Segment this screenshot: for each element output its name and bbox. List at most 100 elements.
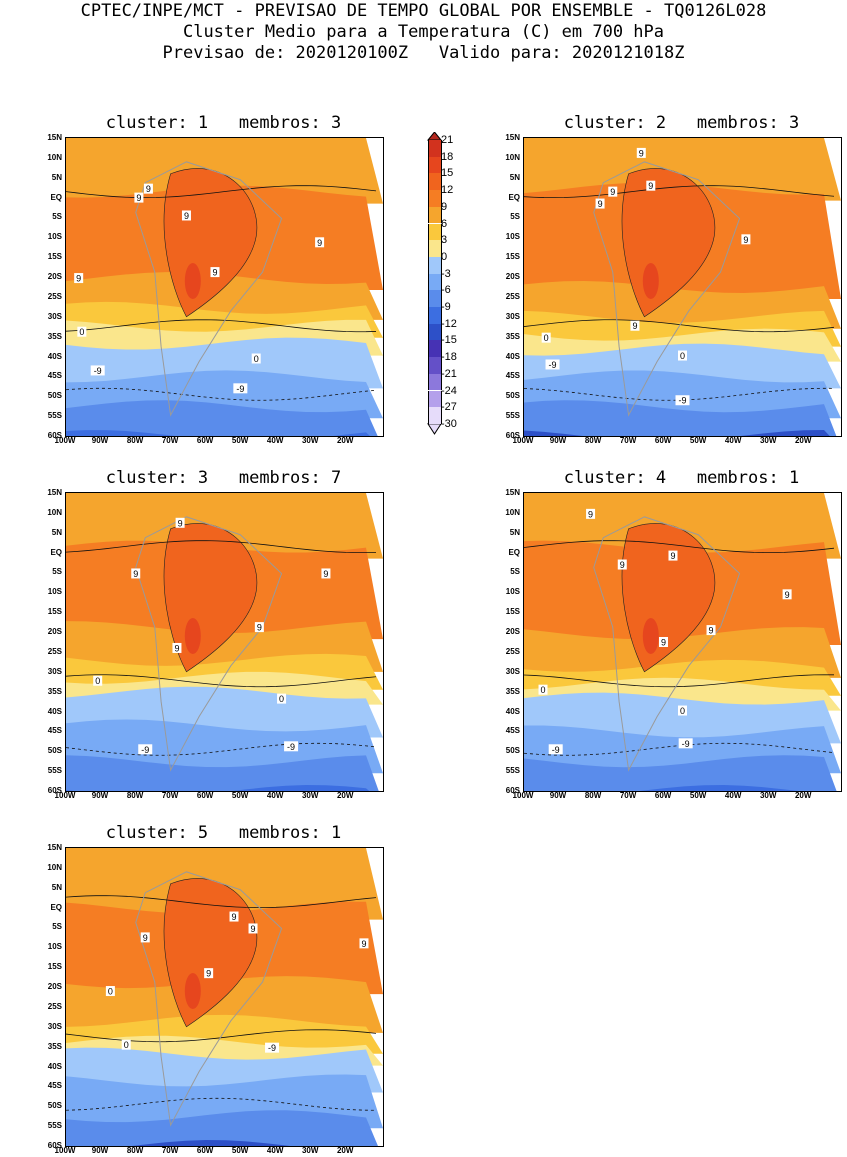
- panel-title: cluster: 1 membros: 3: [105, 113, 342, 133]
- coastline: [593, 516, 741, 772]
- svg-text:-9: -9: [549, 360, 557, 370]
- colorbar-label: -27: [441, 401, 457, 414]
- contour-label: 0: [541, 332, 551, 343]
- lon-tick-label: 50W: [689, 436, 707, 445]
- warm-core-center: [642, 618, 659, 655]
- svg-text:-9: -9: [287, 742, 295, 752]
- contour-label: -9: [284, 741, 299, 752]
- contour-label: 9: [608, 186, 618, 197]
- lat-tick-label: 15N: [505, 488, 520, 497]
- lat-tick-label: 60S: [47, 1141, 62, 1150]
- lat-tick-label: 60S: [47, 786, 62, 795]
- contour-label: 0: [277, 693, 287, 704]
- contour-label: 9: [668, 550, 678, 561]
- lon-tick-label: 20W: [336, 436, 354, 445]
- colorbar-label: 9: [441, 200, 448, 213]
- lon-tick-label: 40W: [724, 436, 742, 445]
- colorbar-swatch: [428, 140, 442, 157]
- lon-tick-label: 70W: [161, 436, 179, 445]
- lat-tick-label: 35S: [47, 686, 62, 696]
- lon-tick-label: 60W: [196, 1146, 214, 1155]
- svg-text:9: 9: [743, 235, 748, 245]
- lon-tick-label: 50W: [231, 791, 249, 800]
- lon-tick-label: 100W: [512, 791, 534, 800]
- lat-tick-label: 20S: [47, 272, 62, 282]
- svg-text:9: 9: [317, 238, 322, 248]
- warm-core-center: [184, 263, 201, 300]
- lat-tick-label: 5S: [52, 922, 62, 932]
- svg-text:9: 9: [251, 924, 256, 934]
- contour-line: [524, 674, 835, 688]
- lon-tick-label: 60W: [654, 791, 672, 800]
- colorbar-swatch: [428, 290, 442, 307]
- colorbar-swatch: [428, 407, 442, 424]
- lat-tick-label: 25S: [47, 1001, 62, 1011]
- contour-line: [66, 1029, 377, 1043]
- contour-label: 9: [229, 911, 239, 922]
- contour-label: 9: [74, 273, 84, 284]
- colorbar-label: -24: [441, 384, 457, 397]
- lat-tick-label: 10S: [47, 232, 62, 242]
- contour-label: 9: [210, 267, 220, 278]
- lat-tick-label: EQ: [508, 547, 520, 557]
- contour-line: [524, 185, 835, 199]
- panel-title: cluster: 2 membros: 3: [563, 113, 800, 133]
- lon-tick-label: 100W: [54, 1146, 76, 1155]
- lon-tick-label: 100W: [54, 436, 76, 445]
- contour-label: 0: [93, 675, 103, 686]
- lat-tick-label: 45S: [47, 1081, 62, 1091]
- lat-tick-label: 20S: [47, 982, 62, 992]
- lat-tick-label: 5S: [510, 212, 520, 222]
- lat-tick-label: 35S: [505, 686, 520, 696]
- colorbar-swatch: [428, 323, 442, 341]
- contour-line: [524, 540, 835, 554]
- contour-line: [524, 319, 835, 333]
- lat-tick-label: 10S: [505, 587, 520, 597]
- contour-label: -9: [233, 383, 248, 394]
- lon-tick-label: 40W: [266, 1146, 284, 1155]
- colorbar-label: 15: [441, 167, 454, 180]
- colorbar-label: -9: [441, 301, 451, 313]
- lon-tick-label: 60W: [196, 791, 214, 800]
- svg-text:9: 9: [361, 939, 366, 949]
- lat-tick-label: 10S: [47, 942, 62, 952]
- lat-tick-label: 25S: [505, 291, 520, 301]
- temperature-band: [66, 400, 378, 436]
- lat-tick-label: EQ: [50, 902, 62, 912]
- contour-label: -9: [90, 365, 105, 376]
- header-line-1: CPTEC/INPE/MCT - PREVISAO DE TEMPO GLOBA…: [80, 1, 767, 21]
- lat-tick-label: 30S: [47, 1021, 62, 1031]
- contour-label: 9: [143, 183, 153, 194]
- svg-text:9: 9: [610, 187, 615, 197]
- warm-core-center: [184, 618, 201, 655]
- lon-tick-label: 20W: [794, 791, 812, 800]
- svg-text:0: 0: [79, 327, 84, 337]
- lon-tick-label: 70W: [619, 791, 637, 800]
- svg-text:0: 0: [95, 676, 100, 686]
- lon-tick-label: 80W: [126, 436, 144, 445]
- warm-core-center: [184, 973, 201, 1010]
- lon-tick-label: 70W: [161, 1146, 179, 1155]
- temperature-band: [66, 755, 379, 791]
- lat-tick-label: 30S: [505, 311, 520, 321]
- panel-title: cluster: 5 membros: 1: [105, 823, 342, 843]
- lat-tick-label: 10N: [47, 507, 62, 517]
- svg-text:9: 9: [598, 199, 603, 209]
- lat-tick-label: 10N: [505, 507, 520, 517]
- colorbar-swatch: [428, 190, 442, 207]
- lon-tick-label: 80W: [584, 436, 602, 445]
- lat-tick-label: 15N: [47, 133, 62, 142]
- lat-tick-label: 35S: [47, 331, 62, 341]
- lat-tick-label: 35S: [505, 331, 520, 341]
- lat-tick-label: 10N: [47, 152, 62, 162]
- contour-label: 9: [248, 923, 258, 934]
- contour-label: 9: [321, 568, 331, 579]
- contour-label: 9: [172, 642, 182, 653]
- contour-label: 9: [175, 517, 185, 528]
- svg-text:-9: -9: [141, 745, 149, 755]
- svg-text:9: 9: [133, 569, 138, 579]
- lat-tick-label: 15N: [47, 488, 62, 497]
- contour-label: 9: [131, 568, 141, 579]
- lon-tick-label: 70W: [619, 436, 637, 445]
